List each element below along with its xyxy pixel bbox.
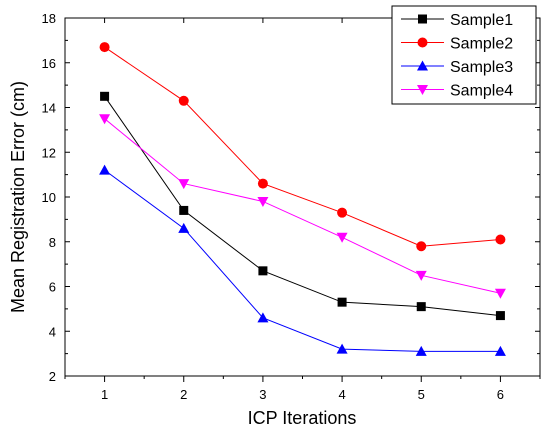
- x-axis: 1 2 3 4 5 6: [64, 18, 541, 402]
- data-point-sample4: [415, 270, 427, 281]
- series-line-sample1: [104, 96, 501, 317]
- y-tick-label: 10: [42, 190, 56, 205]
- data-point-sample1: [100, 91, 110, 101]
- data-point-sample2: [99, 42, 110, 53]
- legend-swatch-marker: [417, 37, 428, 48]
- series-line-sample3: [104, 169, 501, 352]
- series-sample2: [99, 42, 506, 252]
- x-axis-title: ICP Iterations: [248, 408, 357, 428]
- legend-item-sample2: Sample2: [401, 36, 513, 53]
- data-point-sample4: [99, 114, 111, 125]
- legend-item-sample1: Sample1: [401, 12, 513, 29]
- legend-item-sample4: Sample4: [401, 83, 513, 100]
- series-sample3: [99, 164, 506, 356]
- data-point-sample2: [178, 95, 189, 106]
- y-tick-label: 12: [42, 145, 56, 160]
- data-point-sample1: [337, 297, 347, 307]
- series-sample1: [100, 91, 505, 321]
- y-axis-title: Mean Registration Error (cm): [8, 81, 28, 313]
- data-point-sample3: [99, 164, 111, 175]
- legend-swatch-marker: [417, 60, 428, 71]
- legend-label: Sample4: [450, 83, 513, 100]
- y-tick-label: 2: [49, 369, 56, 384]
- legend-label: Sample1: [450, 12, 513, 29]
- data-point-sample1: [416, 302, 426, 312]
- data-point-sample2: [337, 207, 348, 218]
- series-sample4: [99, 114, 506, 299]
- legend-item-sample3: Sample3: [401, 59, 513, 76]
- data-point-sample1: [495, 311, 505, 321]
- y-tick-label: 18: [42, 11, 56, 26]
- data-point-sample1: [179, 205, 189, 215]
- x-tick-label: 4: [338, 387, 345, 402]
- legend-swatch-marker: [418, 14, 427, 24]
- data-point-sample3: [178, 222, 190, 233]
- x-tick-label: 2: [180, 387, 187, 402]
- legend: Sample1 Sample2 Sample3 Sample4: [391, 5, 537, 105]
- legend-box: [391, 5, 537, 105]
- legend-swatch-marker: [417, 85, 428, 95]
- y-axis: 2 4 6 8 10 12 14 16 18: [42, 11, 540, 384]
- x-tick-label: 5: [418, 387, 425, 402]
- y-tick-label: 6: [49, 280, 56, 295]
- x-tick-label: 3: [259, 387, 266, 402]
- y-tick-label: 14: [42, 101, 56, 116]
- data-point-sample2: [495, 234, 506, 245]
- data-point-sample4: [257, 196, 269, 207]
- series-line-sample4: [104, 118, 501, 294]
- x-tick-label: 6: [497, 387, 504, 402]
- data-point-sample2: [257, 178, 268, 189]
- data-point-sample3: [415, 345, 427, 356]
- data-point-sample3: [336, 343, 348, 354]
- data-point-sample2: [416, 241, 427, 252]
- data-point-sample1: [258, 266, 268, 276]
- legend-label: Sample3: [450, 59, 513, 76]
- x-tick-label: 1: [101, 387, 108, 402]
- data-point-sample4: [178, 179, 190, 190]
- y-tick-label: 16: [42, 56, 56, 71]
- y-tick-label: 4: [49, 324, 56, 339]
- series-line-sample2: [104, 46, 501, 247]
- data-point-sample4: [494, 288, 506, 299]
- data-point-sample4: [336, 232, 348, 243]
- legend-label: Sample2: [450, 36, 513, 53]
- data-point-sample3: [257, 312, 269, 323]
- data-point-sample3: [494, 345, 506, 356]
- y-tick-label: 8: [49, 235, 56, 250]
- series-layer: [99, 42, 506, 356]
